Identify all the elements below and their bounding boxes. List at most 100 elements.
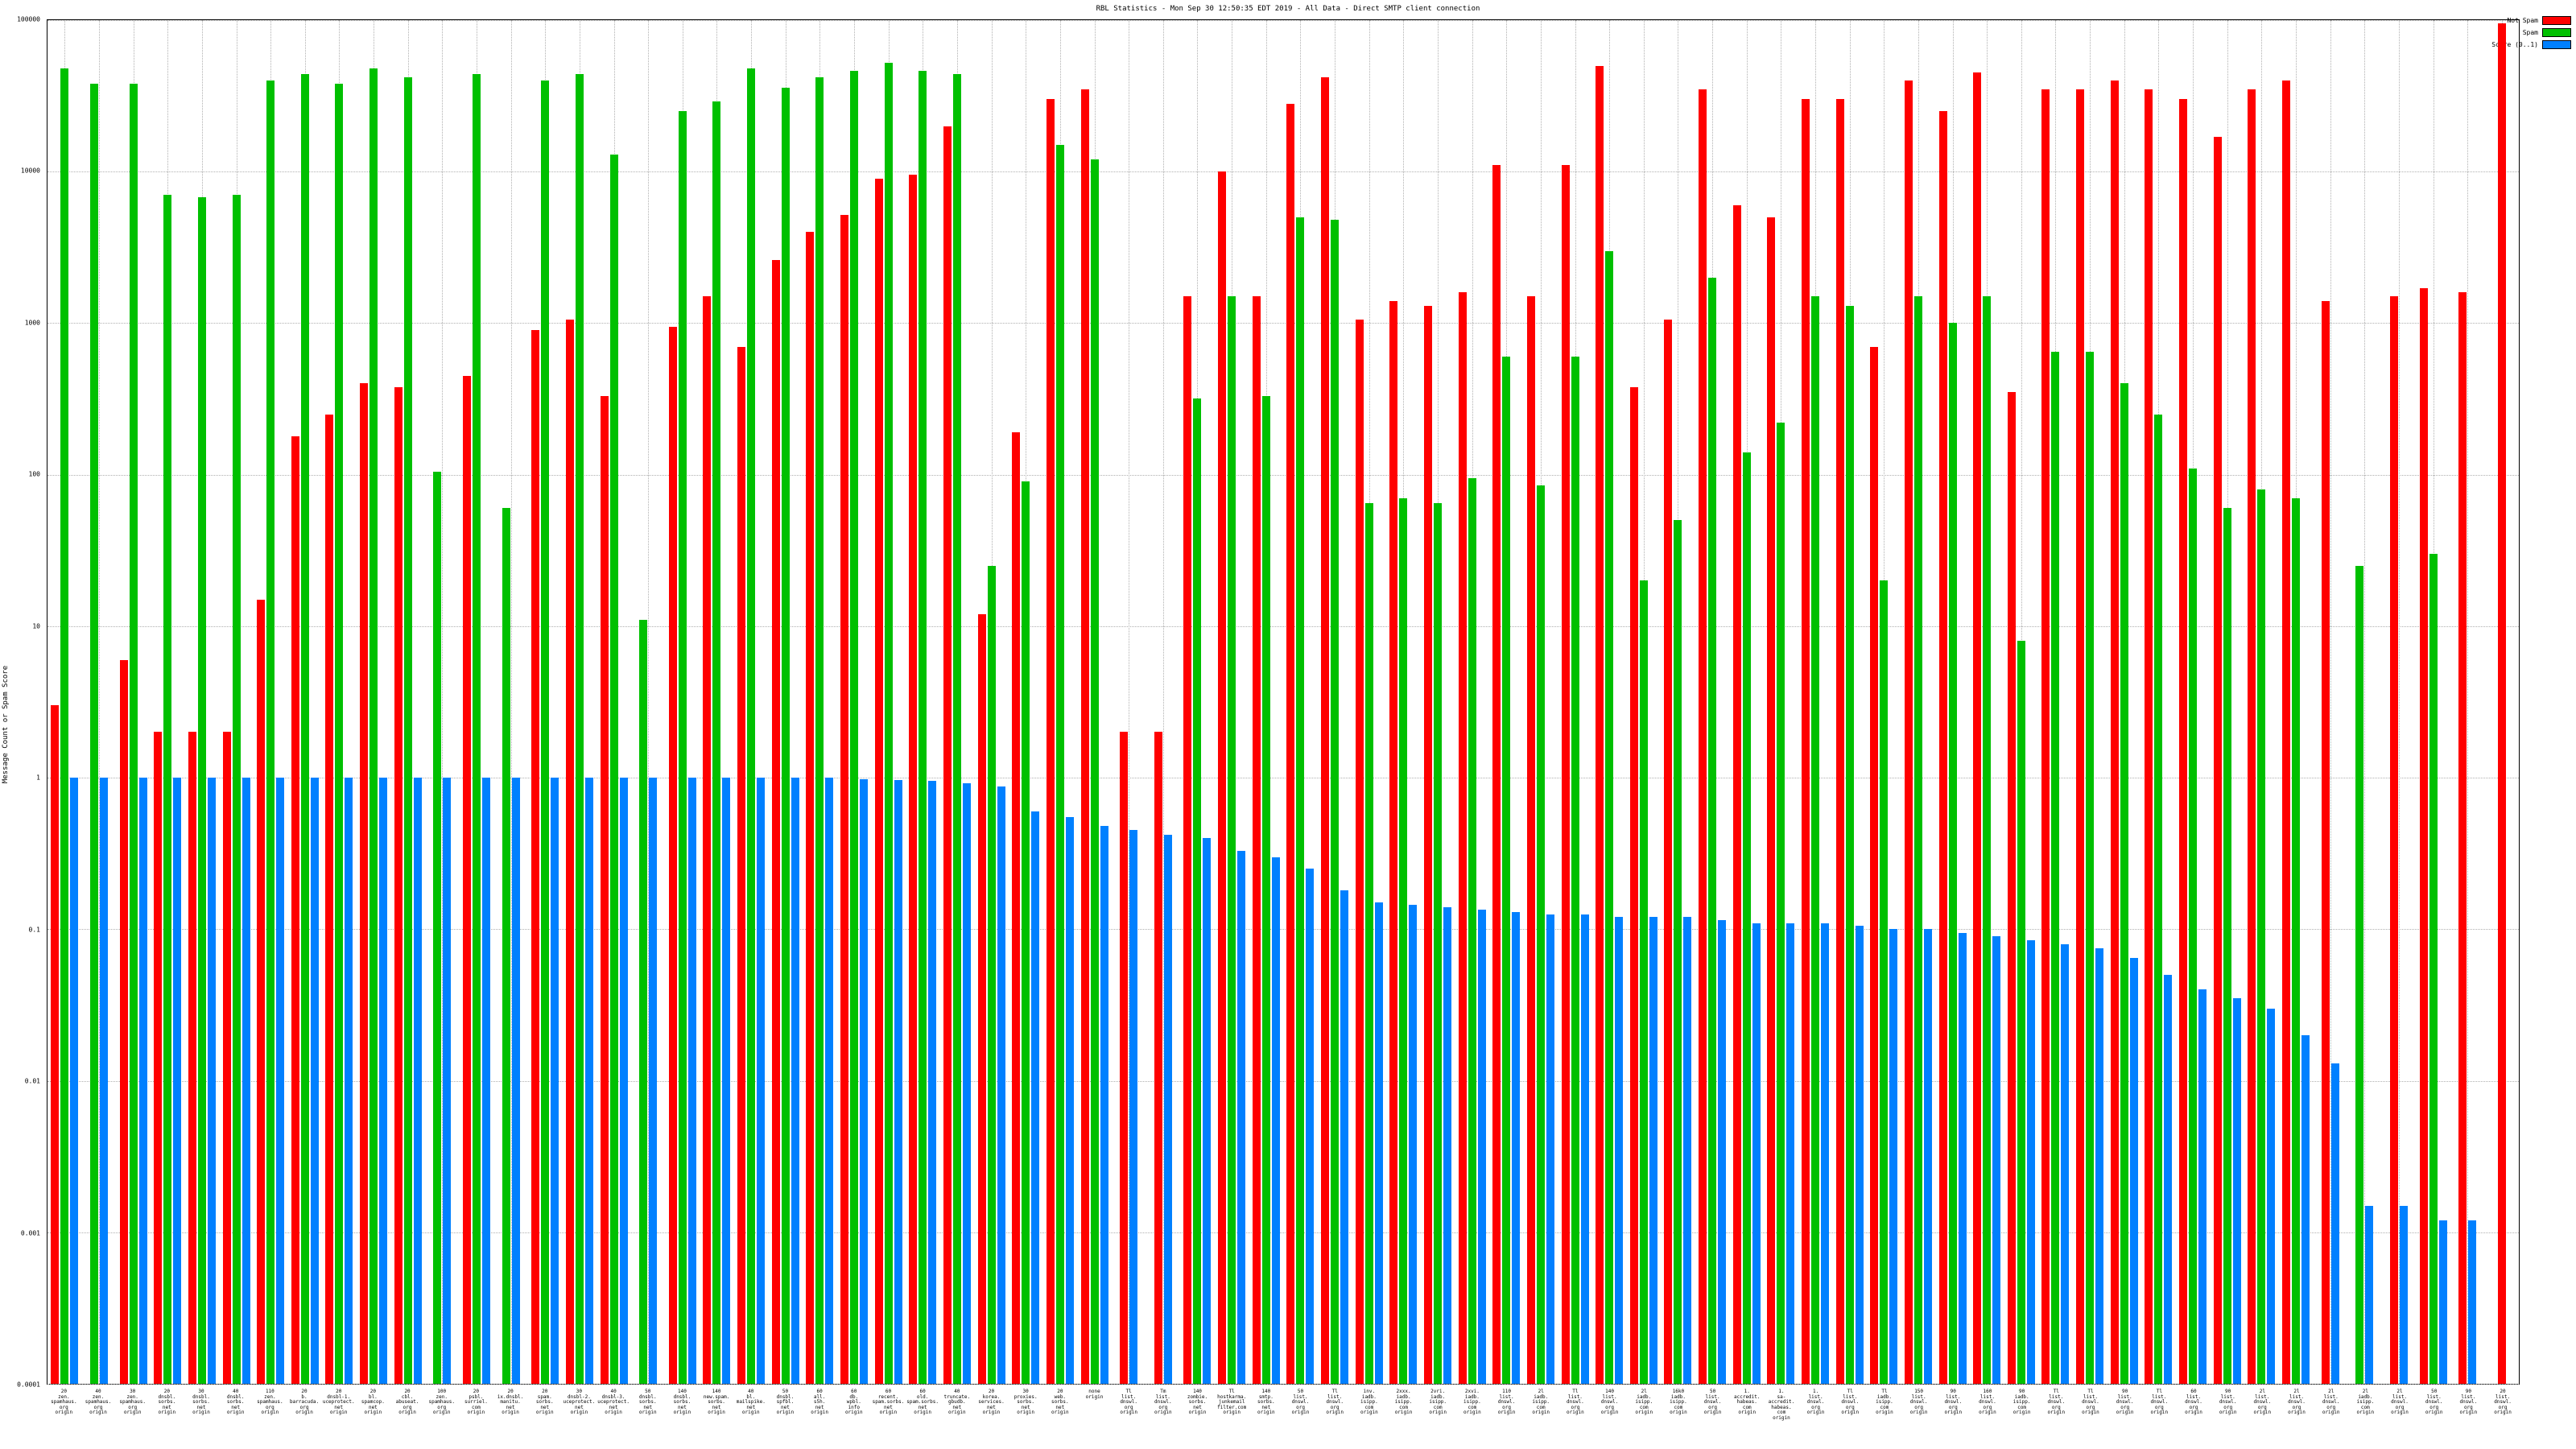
bar-group	[151, 20, 185, 1384]
h-gridline	[47, 171, 2519, 173]
bar-group	[219, 20, 254, 1384]
x-tick-label: 140 smtp. sorbs. net origin	[1257, 1389, 1275, 1415]
bar-spam	[403, 76, 412, 1384]
bar-score-0-1	[2301, 1034, 2310, 1384]
bar-score-0-1	[2061, 943, 2070, 1384]
x-tick-label: 20 cbl. abuseat. org origin	[395, 1389, 419, 1415]
bar-score-0-1	[2164, 975, 2173, 1384]
h-gridline	[47, 929, 2519, 931]
bar-not-spam	[2007, 392, 2016, 1384]
x-tick-label: 40 bl. mailspike. net origin	[736, 1389, 766, 1415]
bar-score-0-1	[1443, 906, 1451, 1384]
bar-not-spam	[1252, 296, 1261, 1384]
x-tick-label: 1. sa-accredit. habeas. com origin	[1768, 1389, 1795, 1421]
bar-score-0-1	[757, 778, 766, 1384]
x-tick-label: Tm list. dnswl. org origin	[1154, 1389, 1172, 1415]
bar-group	[768, 20, 803, 1384]
bar-group	[1832, 20, 1867, 1384]
bar-group	[1043, 20, 1078, 1384]
bar-not-spam	[2497, 23, 2506, 1384]
x-tick-label: 20 dnsbl. sorbs. net origin	[158, 1389, 176, 1415]
h-gridline	[47, 323, 2519, 324]
x-tick-label: Tl list. dnswl. org origin	[1841, 1389, 1860, 1415]
h-gridline	[47, 1080, 2519, 1082]
bar-score-0-1	[2198, 989, 2207, 1384]
bar-spam	[575, 74, 584, 1384]
x-tick-label: 50 list. dnswl. org origin	[1291, 1389, 1310, 1415]
y-tick-label: 100000	[17, 15, 40, 23]
bar-spam	[2429, 554, 2438, 1384]
x-tick-label: 90 list. dnswl. org origin	[2219, 1389, 2237, 1415]
bar-group	[700, 20, 734, 1384]
bar-not-spam	[2419, 288, 2428, 1384]
x-tick-label: Tl list. dnswl. org origin	[2150, 1389, 2169, 1415]
bar-spam	[1777, 423, 1785, 1384]
bar-group	[2038, 20, 2073, 1384]
bar-spam	[1261, 396, 1270, 1384]
bar-spam	[987, 566, 996, 1384]
bar-score-0-1	[860, 778, 869, 1384]
x-tick-label: Tl list. dnswl. org origin	[1567, 1389, 1584, 1415]
bar-spam	[1948, 323, 1957, 1384]
bar-not-spam	[2389, 296, 2398, 1384]
x-tick-label: 140 new.spam. sorbs. net origin	[703, 1389, 730, 1415]
bar-group	[390, 20, 425, 1384]
x-tick-label: 2l iadb. isipp. com origin	[1635, 1389, 1653, 1415]
bar-not-spam	[1355, 320, 1364, 1384]
bar-not-spam	[291, 436, 299, 1384]
x-tick-label: 30 dnsbl-2. uceprotect. net origin	[563, 1389, 596, 1415]
bar-not-spam	[1286, 104, 1295, 1384]
bar-not-spam	[1767, 217, 1776, 1384]
bar-spam	[433, 471, 442, 1384]
x-tick-label: 150 list. dnswl. org origin	[1909, 1389, 1928, 1415]
bar-group	[1661, 20, 1695, 1384]
legend-swatch	[2542, 28, 2571, 37]
v-gridline	[510, 20, 512, 1384]
bar-spam	[502, 508, 510, 1384]
bar-not-spam	[668, 326, 677, 1384]
x-tick-label: 2l iadb. isipp. com origin	[2356, 1389, 2375, 1415]
bar-spam	[60, 68, 69, 1384]
x-tick-label: 60 db. wpbl. info origin	[844, 1389, 863, 1415]
bar-group	[563, 20, 597, 1384]
x-tick-label: 40 truncate. gbudb. net origin	[943, 1389, 971, 1415]
bar-score-0-1	[1203, 838, 1212, 1384]
bar-group	[493, 20, 528, 1384]
bar-not-spam	[1492, 165, 1501, 1384]
bar-score-0-1	[173, 778, 182, 1384]
bar-not-spam	[1699, 89, 1707, 1384]
bar-group	[2416, 20, 2450, 1384]
legend-swatch	[2542, 16, 2571, 25]
bar-group	[460, 20, 494, 1384]
bar-score-0-1	[1065, 816, 1074, 1384]
bar-group	[82, 20, 117, 1384]
bar-not-spam	[2179, 99, 2188, 1384]
bar-spam	[678, 111, 687, 1384]
bar-score-0-1	[1340, 890, 1349, 1384]
bar-group	[1867, 20, 1901, 1384]
bar-score-0-1	[1271, 857, 1280, 1384]
bar-spam	[747, 68, 756, 1384]
bar-group	[666, 20, 700, 1384]
bar-not-spam	[600, 396, 609, 1384]
bar-score-0-1	[2232, 998, 2241, 1384]
x-tick-label: 20 spam. sorbs. net origin	[535, 1389, 554, 1415]
bar-not-spam	[565, 320, 574, 1384]
bar-not-spam	[2145, 89, 2153, 1384]
x-tick-label: 140 dnsbl. sorbs. net origin	[673, 1389, 691, 1415]
bar-not-spam	[2076, 89, 2085, 1384]
bar-spam	[1090, 159, 1099, 1384]
bar-spam	[2355, 566, 2364, 1384]
x-tick-label: 90 list. dnswl. org origin	[2116, 1389, 2134, 1415]
bar-score-0-1	[2267, 1008, 2276, 1384]
bar-score-0-1	[1855, 926, 1864, 1384]
y-tick-label: 10000	[20, 167, 40, 175]
bar-spam	[1536, 485, 1545, 1384]
x-tick-label: 2xvi. iadb. isipp. com origin	[1463, 1389, 1481, 1415]
h-gridline	[47, 1384, 2519, 1385]
x-tick-label: 20 zen. spamhaus. org origin	[51, 1389, 77, 1415]
x-tick-label: 20 web. sorbs. net origin	[1051, 1389, 1069, 1415]
x-tick-label: 50 dnsbl. spfbl. net origin	[776, 1389, 795, 1415]
bar-score-0-1	[2365, 1205, 2374, 1384]
bar-group	[1935, 20, 1970, 1384]
